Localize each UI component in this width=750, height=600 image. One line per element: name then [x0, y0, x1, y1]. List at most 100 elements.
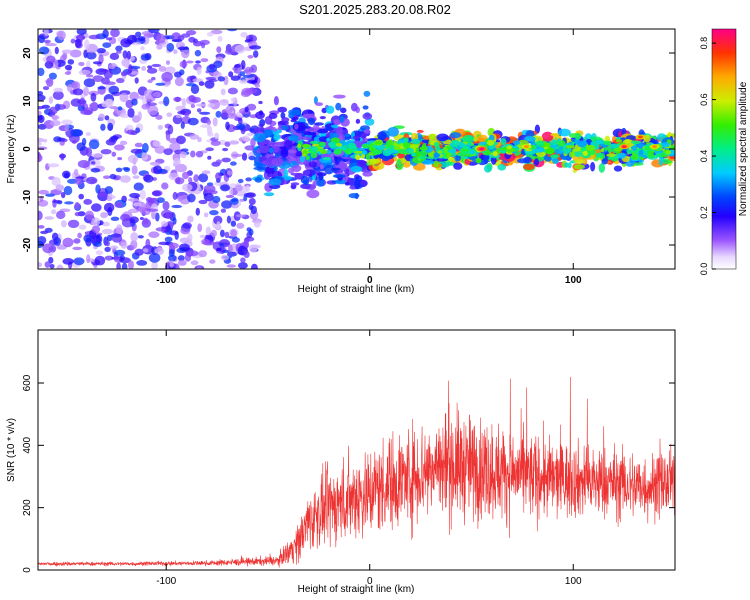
heatmap-cell [227, 251, 237, 257]
heatmap-cell [198, 173, 209, 183]
heatmap-cell [221, 200, 233, 209]
heatmap-cell [79, 97, 86, 107]
heatmap-cell [86, 254, 91, 264]
heatmap-cell [377, 145, 386, 150]
heatmap-cell [387, 126, 399, 137]
heatmap-cell [163, 96, 170, 107]
heatmap-cell [558, 146, 564, 150]
heatmap-cell [227, 87, 238, 95]
heatmap-cell [300, 155, 306, 163]
heatmap-cell [466, 142, 472, 147]
heatmap-cell [108, 85, 120, 95]
heatmap-cell [517, 158, 530, 164]
heatmap-cell [38, 106, 45, 110]
heatmap-cell [44, 216, 54, 220]
heatmap-cell [273, 96, 279, 106]
heatmap-cell [254, 127, 265, 133]
heatmap-cell [203, 212, 209, 218]
heatmap-cell [64, 71, 71, 75]
heatmap-cell [227, 170, 233, 176]
snr-frame [37, 329, 676, 571]
heatmap-cell [104, 186, 114, 194]
heatmap-cell [38, 225, 45, 229]
heatmap-cell [127, 108, 135, 118]
heatmap-cell [318, 141, 326, 147]
heatmap-cell [182, 222, 192, 229]
heatmap-cell [662, 142, 670, 148]
heatmap-cell [570, 148, 580, 152]
heatmap-cell [613, 165, 623, 172]
heatmap-cell [101, 221, 110, 227]
heatmap-cell [449, 132, 462, 139]
heatmap-cell [209, 259, 216, 264]
heatmap-cell [363, 90, 371, 97]
heatmap-cell [48, 96, 54, 104]
heatmap-cell [114, 144, 125, 151]
heatmap-cell [123, 167, 131, 172]
heatmap-cell [271, 157, 284, 167]
heatmap-cell [644, 146, 652, 151]
y-tick-label: -20 [22, 237, 33, 252]
heatmap-cell [335, 102, 342, 111]
heatmap-cell [121, 262, 128, 269]
heatmap-cell [197, 136, 202, 143]
heatmap-cell [206, 32, 214, 37]
heatmap-cell [445, 152, 450, 159]
heatmap-cell [573, 164, 586, 170]
heatmap-cell [631, 153, 639, 161]
heatmap-cell [64, 64, 73, 71]
heatmap-cell [479, 141, 487, 145]
colorbar-gradient [711, 28, 737, 270]
heatmap-cell [186, 29, 197, 36]
heatmap-cell [449, 151, 457, 158]
heatmap-cell [148, 29, 160, 34]
heatmap-cell [355, 175, 363, 182]
heatmap-cell [360, 132, 368, 139]
heatmap-cell [134, 77, 139, 84]
heatmap-cell [253, 166, 267, 171]
heatmap-cell [50, 120, 61, 127]
heatmap-cell [577, 140, 587, 148]
heatmap-cell [506, 145, 512, 150]
heatmap-cell [207, 99, 220, 104]
heatmap-cell [318, 136, 329, 142]
heatmap-cell [523, 163, 535, 171]
heatmap-cell [512, 140, 521, 145]
heatmap-cell [147, 105, 159, 116]
heatmap-cell [230, 220, 237, 227]
heatmap-cell [216, 247, 222, 252]
heatmap-cell [223, 75, 229, 86]
heatmap-cell [89, 103, 96, 109]
heatmap-cell [297, 143, 302, 149]
heatmap-cell [100, 149, 112, 155]
heatmap-cell [287, 149, 297, 154]
heatmap-cell [225, 48, 235, 55]
heatmap-cell [462, 134, 474, 143]
heatmap-cell [173, 157, 181, 166]
heatmap-cell [139, 189, 146, 200]
heatmap-cell [156, 197, 165, 204]
heatmap-cell [550, 154, 560, 159]
heatmap-cell [259, 145, 270, 154]
heatmap-cell [354, 179, 361, 190]
heatmap-cell [96, 48, 106, 54]
heatmap-cell [225, 105, 233, 114]
heatmap-cell [151, 262, 158, 269]
heatmap-cell [127, 154, 139, 164]
heatmap-cell [38, 236, 47, 245]
heatmap-cell [38, 35, 45, 44]
y-tick-label: 400 [22, 437, 33, 454]
heatmap-cell [83, 78, 96, 88]
snr-line-series [38, 376, 675, 568]
heatmap-cell [302, 143, 310, 149]
heatmap-cell [160, 220, 168, 227]
heatmap-cell [307, 117, 316, 126]
heatmap-cell [228, 71, 234, 78]
heatmap-cell [51, 209, 57, 215]
heatmap-cell [340, 107, 347, 114]
heatmap-cell [538, 146, 545, 153]
heatmap-cell [194, 49, 202, 57]
heatmap-cell [289, 136, 299, 141]
heatmap-cell [564, 162, 569, 168]
heatmap-cell [290, 119, 297, 123]
